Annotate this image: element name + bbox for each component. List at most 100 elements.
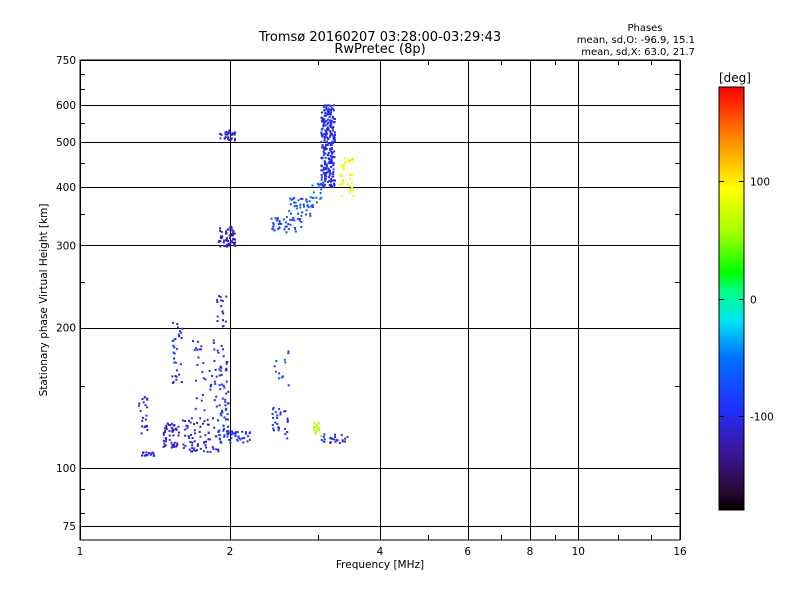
data-point: [276, 414, 279, 417]
y-axis-label: Stationary phase Virtual Height [km]: [38, 204, 50, 397]
data-point: [225, 130, 228, 133]
data-point: [226, 418, 229, 421]
data-point: [334, 433, 336, 436]
data-point: [214, 383, 217, 385]
data-point: [297, 217, 300, 220]
data-point: [349, 178, 352, 181]
data-point: [165, 426, 168, 429]
data-point: [139, 409, 142, 412]
data-point: [320, 178, 323, 181]
data-point: [170, 441, 173, 444]
data-point: [163, 442, 166, 445]
x-axis-label: Frequency [MHz]: [336, 559, 424, 571]
data-point: [190, 434, 193, 436]
data-point: [176, 323, 179, 326]
data-point: [294, 230, 297, 233]
data-point: [225, 367, 228, 370]
data-point: [278, 427, 280, 430]
data-point: [204, 444, 207, 447]
data-point: [165, 424, 168, 427]
data-point: [325, 106, 328, 109]
data-point: [217, 450, 220, 453]
data-point: [178, 373, 181, 376]
data-point: [216, 320, 219, 322]
data-point: [302, 203, 305, 206]
data-point: [308, 200, 311, 203]
data-point: [225, 369, 228, 371]
data-point: [348, 184, 351, 187]
data-point: [174, 338, 177, 340]
data-point: [194, 407, 197, 410]
data-point: [219, 365, 222, 368]
data-point: [166, 422, 169, 425]
data-point: [272, 406, 275, 409]
data-point: [328, 160, 331, 163]
data-point: [168, 423, 170, 426]
phase-colorbar: [719, 87, 744, 510]
data-point: [229, 138, 232, 141]
data-point: [214, 368, 217, 371]
data-point: [225, 362, 228, 365]
data-point: [338, 183, 341, 186]
data-point: [278, 220, 281, 222]
data-point: [333, 131, 336, 134]
data-point: [191, 441, 194, 444]
data-point: [322, 150, 325, 153]
data-point: [180, 331, 183, 334]
data-point: [141, 398, 144, 401]
data-point: [284, 221, 287, 224]
data-point: [322, 166, 325, 169]
data-point: [173, 441, 176, 444]
data-point: [309, 214, 312, 217]
data-point: [280, 376, 283, 379]
data-point: [317, 183, 320, 186]
phase-stats-label: Phases: [627, 23, 662, 34]
data-point: [171, 443, 174, 446]
data-point: [288, 210, 291, 213]
colorbar-unit-label: [deg]: [719, 71, 751, 85]
data-point: [293, 205, 296, 208]
data-point: [331, 152, 334, 155]
data-point: [220, 305, 223, 308]
data-point: [207, 431, 210, 434]
data-point: [329, 142, 332, 145]
data-point: [168, 434, 171, 437]
data-point: [218, 438, 221, 441]
data-point: [143, 396, 146, 399]
data-point: [222, 355, 225, 358]
data-point: [227, 425, 230, 428]
data-point: [174, 361, 177, 364]
data-point: [220, 133, 223, 136]
y-tick-label: 600: [56, 100, 76, 112]
colorbar-frame: [718, 86, 745, 511]
data-point: [220, 345, 223, 347]
data-point: [319, 183, 322, 186]
data-point: [330, 122, 333, 125]
data-point: [330, 159, 333, 162]
data-point: [137, 404, 140, 407]
data-point: [313, 429, 316, 432]
data-point: [205, 446, 207, 449]
data-point: [328, 184, 331, 186]
data-point: [146, 397, 149, 400]
data-point: [340, 183, 343, 186]
data-point: [227, 132, 230, 135]
data-point: [329, 134, 332, 137]
data-point: [228, 131, 230, 134]
data-point: [219, 227, 221, 230]
data-point: [347, 158, 350, 161]
data-point: [231, 132, 234, 135]
data-point: [277, 228, 280, 231]
data-point: [272, 222, 275, 225]
data-point: [220, 373, 223, 376]
data-point: [279, 411, 282, 414]
data-point: [331, 179, 334, 182]
data-point: [329, 126, 332, 129]
colorbar-tick-label: 0: [750, 295, 757, 307]
data-point: [332, 134, 335, 137]
data-point: [172, 424, 175, 427]
data-point: [181, 327, 184, 330]
x-tick-label: 2: [227, 546, 234, 558]
data-point: [196, 421, 199, 424]
data-point: [352, 188, 354, 191]
